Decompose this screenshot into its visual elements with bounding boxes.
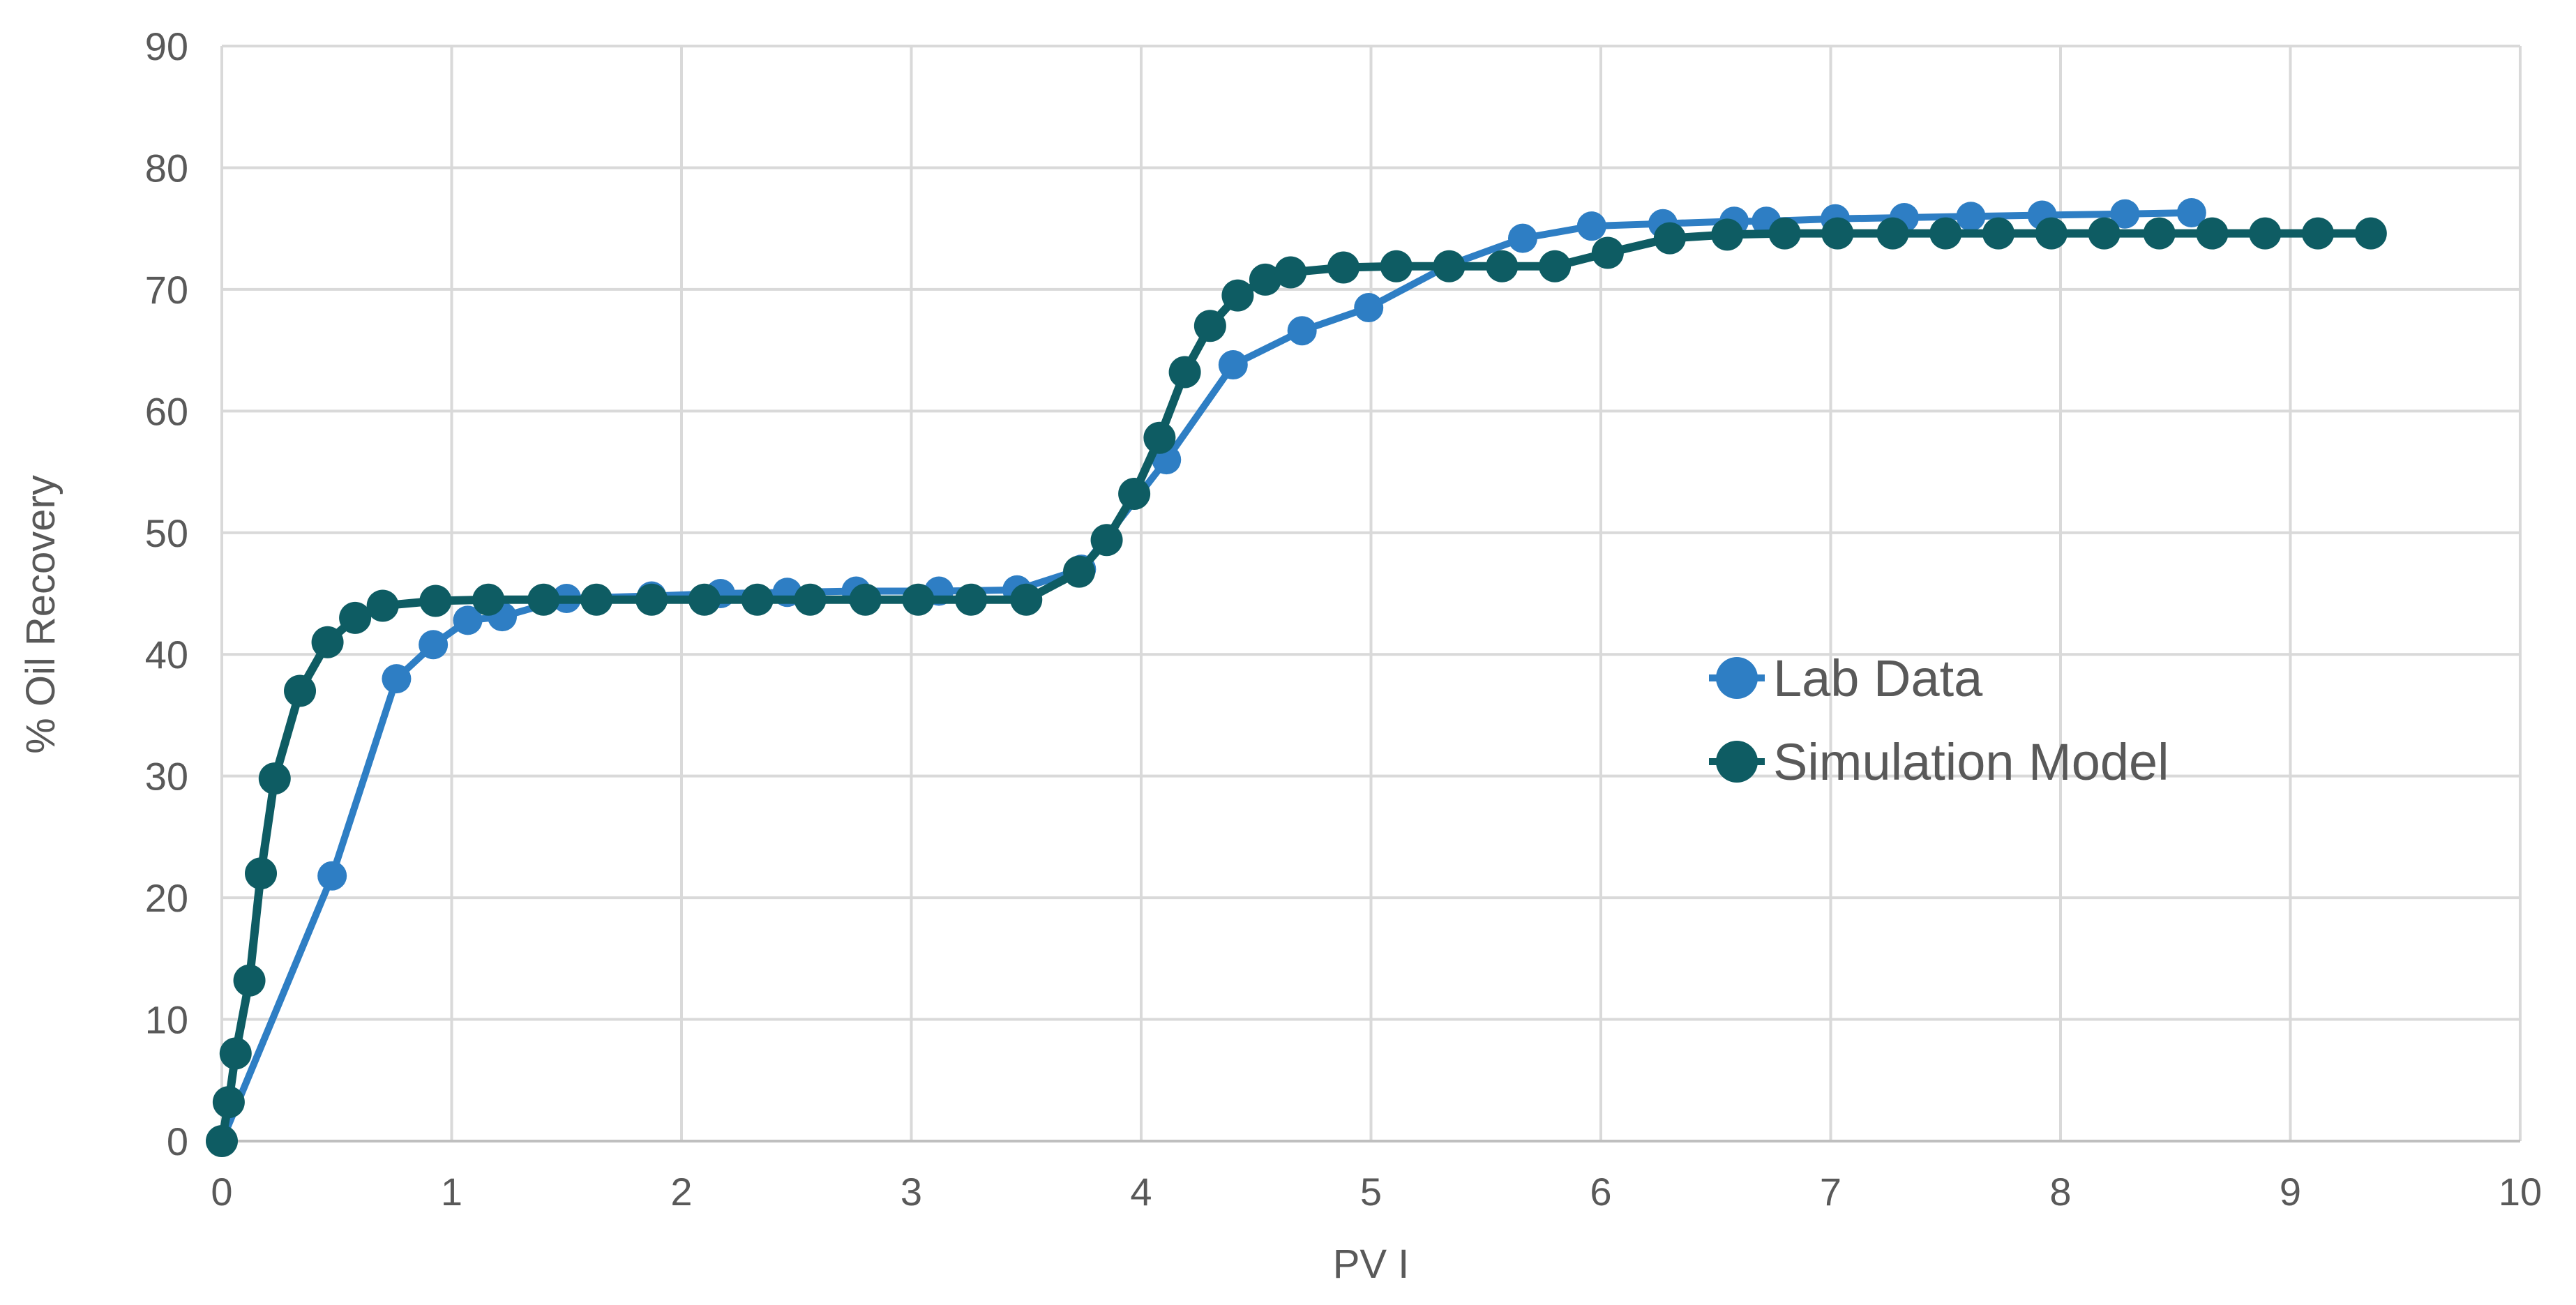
data-point: [2088, 217, 2121, 250]
data-point: [2196, 217, 2229, 250]
data-point: [527, 583, 560, 616]
x-tick-label: 10: [2499, 1170, 2542, 1214]
y-tick-label: 60: [145, 389, 188, 433]
data-point: [2176, 197, 2206, 227]
data-point: [1143, 421, 1176, 454]
data-point: [366, 589, 399, 622]
data-point: [688, 583, 721, 616]
x-axis-title: PV I: [1333, 1242, 1410, 1287]
legend-marker-swatch: [1716, 741, 1758, 783]
data-point: [955, 583, 988, 616]
data-point: [1090, 524, 1123, 557]
data-point: [1768, 217, 1801, 250]
y-tick-label: 70: [145, 268, 188, 312]
y-tick-label: 40: [145, 633, 188, 677]
legend-marker-swatch: [1716, 657, 1758, 699]
data-point: [849, 583, 882, 616]
legend: Lab Data Simulation Model: [1709, 649, 2169, 791]
data-point: [1010, 583, 1043, 616]
data-point: [206, 1125, 238, 1157]
data-point: [1218, 350, 1248, 380]
data-point: [219, 1037, 252, 1070]
data-point: [1653, 222, 1686, 255]
x-tick-label: 4: [1130, 1170, 1152, 1214]
data-point: [453, 605, 483, 635]
data-point: [741, 583, 774, 616]
data-point: [284, 674, 317, 707]
y-tick-label: 0: [167, 1119, 188, 1163]
axes: 0 10 20 30 40 50 60 70 80 90 0 1 2 3 4 5 6 7 8 9 10 PV I % Oil…: [18, 24, 2542, 1287]
x-tick-label: 9: [2280, 1170, 2301, 1214]
series-simulation-model: [206, 217, 2387, 1157]
data-point: [1433, 250, 1466, 282]
data-point: [2354, 217, 2387, 250]
data-point: [1591, 236, 1624, 269]
data-point: [245, 857, 278, 890]
x-tick-label: 2: [670, 1170, 692, 1214]
data-point: [1539, 250, 1572, 282]
legend-item: Simulation Model: [1709, 733, 2169, 791]
x-tick-label: 8: [2049, 1170, 2071, 1214]
data-point: [794, 583, 827, 616]
data-point: [339, 601, 372, 634]
legend-item: Lab Data: [1709, 649, 1983, 707]
data-point: [317, 861, 347, 891]
data-point: [635, 583, 668, 616]
data-point: [2110, 199, 2140, 229]
x-tick-label: 5: [1360, 1170, 1382, 1214]
data-point: [382, 664, 412, 694]
data-point: [1507, 223, 1537, 253]
data-point: [1821, 217, 1854, 250]
data-point: [1221, 279, 1254, 312]
legend-label: Lab Data: [1773, 649, 1983, 707]
data-point: [1193, 310, 1226, 342]
y-tick-label: 50: [145, 511, 188, 555]
data-point: [1287, 316, 1317, 346]
data-point: [1876, 217, 1909, 250]
data-point: [1982, 217, 2015, 250]
data-point: [1168, 356, 1201, 389]
data-point: [1929, 217, 1962, 250]
x-tick-label: 3: [901, 1170, 922, 1214]
data-point: [1711, 218, 1744, 251]
data-point: [258, 762, 291, 795]
data-point: [2302, 217, 2335, 250]
data-point: [1274, 256, 1307, 289]
data-point: [311, 626, 344, 658]
x-tick-label: 7: [1820, 1170, 1841, 1214]
y-axis-title: % Oil Recovery: [18, 475, 63, 754]
data-point: [419, 584, 452, 617]
data-point: [233, 964, 266, 997]
data-point: [1063, 555, 1096, 588]
y-tick-label: 20: [145, 876, 188, 920]
series-line: [218, 229, 2371, 1142]
data-point: [2249, 217, 2282, 250]
data-point: [1249, 263, 1281, 296]
data-point: [1956, 202, 1986, 232]
data-point: [1327, 251, 1359, 284]
x-tick-label: 6: [1590, 1170, 1611, 1214]
series: [206, 197, 2387, 1157]
data-point: [212, 1086, 245, 1119]
y-tick-label: 90: [145, 24, 188, 68]
y-tick-label: 10: [145, 998, 188, 1042]
x-tick-label: 0: [211, 1170, 232, 1214]
legend-label: Simulation Model: [1773, 733, 2169, 791]
data-point: [472, 583, 505, 616]
x-tick-label: 1: [441, 1170, 462, 1214]
data-point: [2035, 217, 2067, 250]
y-tick-label: 30: [145, 755, 188, 799]
y-tick-label: 80: [145, 146, 188, 190]
data-point: [1118, 477, 1151, 510]
data-point: [1486, 250, 1519, 282]
data-point: [580, 583, 613, 616]
data-point: [1354, 293, 1384, 323]
data-point: [419, 630, 449, 660]
data-point: [2143, 217, 2176, 250]
data-point: [1576, 211, 1606, 241]
data-point: [902, 583, 935, 616]
data-point: [1380, 250, 1413, 282]
